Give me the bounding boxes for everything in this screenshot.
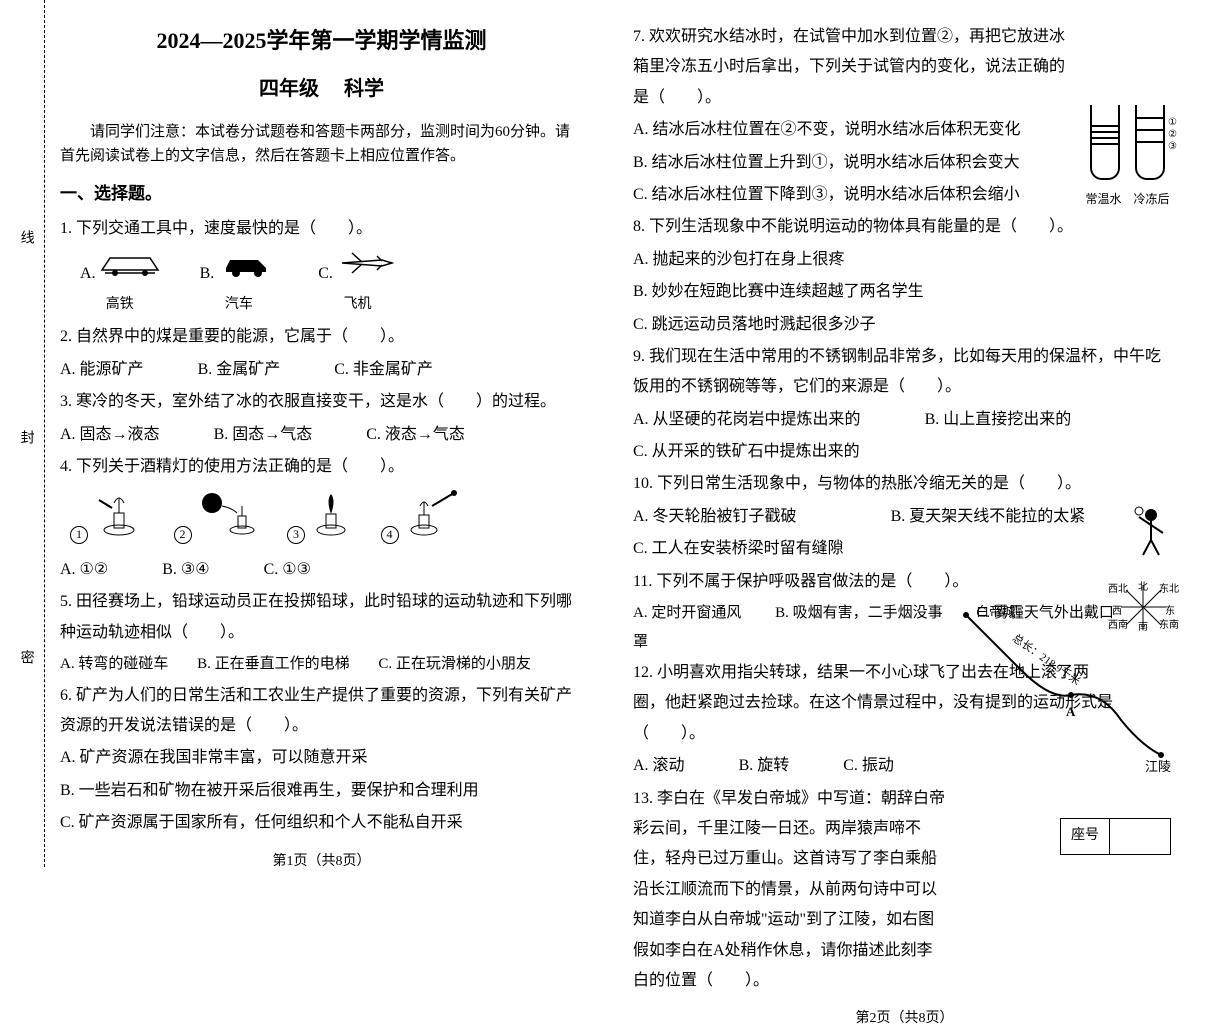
q3-stem: 3. 寒冷的冬天，室外结了冰的衣服直接变干，这是水（ ）的过程。 (60, 387, 583, 417)
q6-stem: 6. 矿产为人们的日常生活和工农业生产提供了重要的资源，下列有关矿产资源的开发说… (60, 681, 583, 742)
seat-label: 座号 (1061, 819, 1110, 854)
q5-optB: B. 正在垂直工作的电梯 (197, 656, 350, 672)
q10-optA: A. 冬天轮胎被钉子戳破 (633, 508, 797, 525)
q10-optsAB: A. 冬天轮胎被钉子戳破 B. 夏天架天线不能拉的太紧 (633, 502, 1176, 532)
q2-optB: B. 金属矿产 (198, 361, 281, 378)
q7-stem: 7. 欢欢研究水结冰时，在试管中加水到位置②，再把它放进冰箱里冷冻五小时后拿出，… (633, 22, 1176, 113)
q9-optsAB: A. 从坚硬的花岗岩中提炼出来的 B. 山上直接挖出来的 (633, 405, 1176, 435)
subject-label: 科学 (344, 78, 384, 100)
q1-optC-letter: C. (318, 265, 333, 282)
q1-optB-letter: B. (200, 265, 215, 282)
q12-optC: C. 振动 (843, 757, 894, 774)
q8-optA: A. 抛起来的沙包打在身上很疼 (633, 245, 1176, 275)
q9-optA: A. 从坚硬的花岗岩中提炼出来的 (633, 411, 861, 428)
q4-optC: C. ①③ (264, 561, 311, 578)
q1-labelC: 飞机 (318, 292, 397, 319)
q1-labelA: 高铁 (80, 292, 160, 319)
lamp-icon-3 (311, 488, 351, 538)
seat-blank[interactable] (1110, 819, 1170, 854)
q4-n1: 1 (70, 526, 88, 544)
q1-optB: B. 汽车 (200, 248, 279, 318)
q1-optA: A. 高铁 (80, 248, 160, 318)
tube-label-R: 冷冻后 (1134, 192, 1170, 206)
q3-optB: B. 固态→气态 (214, 426, 313, 443)
q11-optB: B. 吸烟有害，二手烟没事 (775, 605, 943, 621)
exam-subtitle: 四年级 科学 (60, 70, 583, 108)
q1-labelB: 汽车 (200, 292, 279, 319)
q10-stem: 10. 下列日常生活现象中，与物体的热胀冷缩无关的是（ ）。 (633, 469, 1176, 499)
q4-n3: 3 (287, 526, 305, 544)
tube-right: ① ② ③ (1135, 105, 1165, 180)
q9-stem: 9. 我们现在生活中常用的不锈钢制品非常多，比如每天用的保温杯，中午吃饭用的不锈… (633, 342, 1176, 403)
car-icon (218, 248, 278, 278)
q2-options: A. 能源矿产 B. 金属矿产 C. 非金属矿产 (60, 355, 583, 385)
q4-fig4: 4 (381, 488, 460, 549)
instructions: 请同学们注意：本试卷分试题卷和答题卡两部分，监测时间为60分钟。请首先阅读试卷上… (60, 120, 583, 168)
q1-options: A. 高铁 B. 汽车 C. 飞机 (80, 248, 583, 318)
q4-fig2: 2 (174, 488, 258, 549)
q6-optB: B. 一些岩石和矿物在被开采后很难再生，要保护和合理利用 (60, 776, 583, 806)
q5-options: A. 转弯的碰碰车 B. 正在垂直工作的电梯 C. 正在玩滑梯的小朋友 (60, 650, 583, 679)
q2-optA: A. 能源矿产 (60, 361, 144, 378)
q8-optC: C. 跳远运动员落地时溅起很多沙子 (633, 310, 1176, 340)
page-number-2: 第2页（共8页） (633, 1006, 1176, 1033)
section-1-title: 一、选择题。 (60, 178, 583, 210)
lamp-icon-4 (404, 488, 459, 538)
page-right: 7. 欢欢研究水结冰时，在试管中加水到位置②，再把它放进冰箱里冷冻五小时后拿出，… (613, 0, 1226, 867)
q4-figures: 1 2 3 4 (70, 488, 583, 549)
tube-diagram: ① ② ③ 常温水 冷冻后 (1084, 105, 1171, 211)
map-diagram: 北 南 东 西 东北 西北 东南 西南 白帝城 A 江陵 总长：218.9千米 (951, 580, 1171, 770)
child-icon (1131, 505, 1171, 568)
q3-optA: A. 固态→液态 (60, 426, 160, 443)
q3-optC: C. 液态→气态 (366, 426, 465, 443)
binding-label-3: 密 (12, 650, 39, 664)
page-number-1: 第1页（共8页） (60, 849, 583, 876)
q6-optA: A. 矿产资源在我国非常丰富，可以随意开采 (60, 743, 583, 773)
q6-optC: C. 矿产资源属于国家所有，任何组织和个人不能私自开采 (60, 808, 583, 838)
map-city2: 江陵 (1145, 755, 1171, 780)
q5-stem: 5. 田径赛场上，铅球运动员正在投掷铅球，此时铅球的运动轨迹和下列哪种运动轨迹相… (60, 587, 583, 648)
q10-optB: B. 夏天架天线不能拉的太紧 (891, 508, 1086, 525)
map-pointA: A (1066, 700, 1075, 725)
page-left: 线 封 密 2024—2025学年第一学期学情监测 四年级 科学 请同学们注意：… (0, 0, 613, 867)
q5-optA: A. 转弯的碰碰车 (60, 656, 168, 672)
plane-icon (337, 248, 397, 278)
q4-stem: 4. 下列关于酒精灯的使用方法正确的是（ ）。 (60, 452, 583, 482)
exam-title: 2024—2025学年第一学期学情监测 (60, 20, 583, 62)
q4-fig3: 3 (287, 488, 351, 549)
q3-options: A. 固态→液态 B. 固态→气态 C. 液态→气态 (60, 420, 583, 450)
train-icon (100, 248, 160, 278)
q9-optB: B. 山上直接挖出来的 (925, 411, 1072, 428)
q8-optB: B. 妙妙在短跑比赛中连续超越了两名学生 (633, 277, 1176, 307)
seat-box: 座号 (1060, 818, 1171, 855)
q4-n2: 2 (174, 526, 192, 544)
q9-optC: C. 从开采的铁矿石中提炼出来的 (633, 437, 1176, 467)
binding-label-1: 线 (12, 230, 39, 244)
q12-optA: A. 滚动 (633, 757, 685, 774)
q1-stem: 1. 下列交通工具中，速度最快的是（ ）。 (60, 214, 583, 244)
q1-optA-letter: A. (80, 265, 96, 282)
q11-optA: A. 定时开窗通风 (633, 605, 741, 621)
tube-left (1090, 105, 1120, 180)
q13-stem: 13. 李白在《早发白帝城》中写道：朝辞白帝彩云间，千里江陵一日还。两岸猿声啼不… (633, 784, 1176, 997)
q4-fig1: 1 (70, 488, 144, 549)
binding-label-2: 封 (12, 430, 39, 444)
q1-optC: C. 飞机 (318, 248, 397, 318)
tube-label-L: 常温水 (1085, 192, 1121, 206)
q5-optC: C. 正在玩滑梯的小朋友 (378, 656, 531, 672)
grade-label: 四年级 (259, 78, 319, 100)
q4-options: A. ①② B. ③④ C. ①③ (60, 555, 583, 585)
q4-n4: 4 (381, 526, 399, 544)
q2-optC: C. 非金属矿产 (334, 361, 433, 378)
q8-stem: 8. 下列生活现象中不能说明运动的物体具有能量的是（ ）。 (633, 212, 1176, 242)
lamp-icon-2 (197, 488, 257, 538)
q4-optA: A. ①② (60, 561, 108, 578)
q2-stem: 2. 自然界中的煤是重要的能源，它属于（ ）。 (60, 322, 583, 352)
q10-optC: C. 工人在安装桥梁时留有缝隙 (633, 534, 1176, 564)
map-city1: 白帝城 (976, 600, 1015, 625)
mark-3: ③ (1168, 137, 1177, 156)
lamp-icon-1 (94, 488, 144, 538)
q4-optB: B. ③④ (162, 561, 209, 578)
q12-optB: B. 旋转 (739, 757, 790, 774)
